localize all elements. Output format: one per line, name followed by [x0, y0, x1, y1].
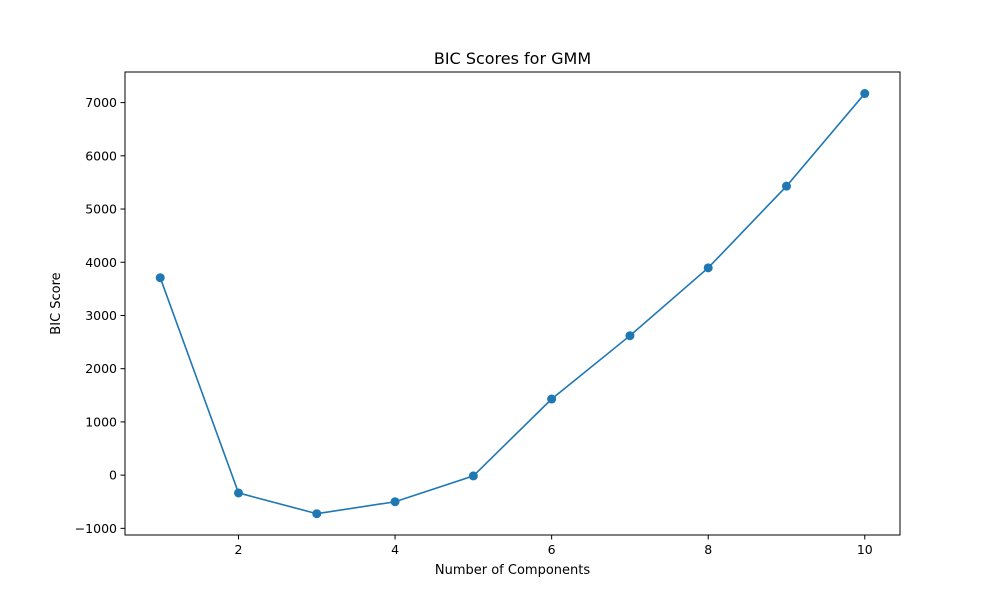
y-tick-label: 1000	[85, 414, 117, 429]
x-tick-label: 6	[548, 542, 556, 557]
y-tick-label: 2000	[85, 361, 117, 376]
y-axis-label: BIC Score	[49, 272, 64, 334]
data-point	[781, 181, 791, 191]
y-tick-label: 0	[109, 468, 117, 483]
y-tick-label: 3000	[85, 308, 117, 323]
series-points	[155, 89, 870, 519]
data-point	[234, 488, 244, 498]
y-tick-label: 4000	[85, 255, 117, 270]
x-axis-ticks: 2 4 6 8 10	[235, 535, 873, 557]
chart-title: BIC Scores for GMM	[434, 49, 591, 68]
y-axis-ticks: −1000 0 1000 2000 3000 4000 5000 6000 7000	[75, 95, 125, 536]
x-axis-label: Number of Components	[435, 563, 590, 578]
data-point	[860, 89, 870, 99]
data-point	[312, 509, 322, 519]
y-tick-label: −1000	[75, 521, 117, 536]
plot-frame	[124, 71, 901, 536]
y-tick-label: 5000	[85, 202, 117, 217]
data-point	[155, 273, 165, 283]
data-point	[468, 471, 478, 481]
data-point	[625, 331, 635, 341]
x-tick-label: 10	[857, 542, 873, 557]
x-tick-label: 4	[391, 542, 399, 557]
data-point	[547, 394, 557, 404]
data-point	[703, 263, 713, 273]
y-tick-label: 7000	[85, 95, 117, 110]
series-line	[159, 93, 866, 515]
data-point	[390, 497, 400, 507]
x-tick-label: 8	[704, 542, 712, 557]
x-tick-label: 2	[235, 542, 243, 557]
y-tick-label: 6000	[85, 148, 117, 163]
